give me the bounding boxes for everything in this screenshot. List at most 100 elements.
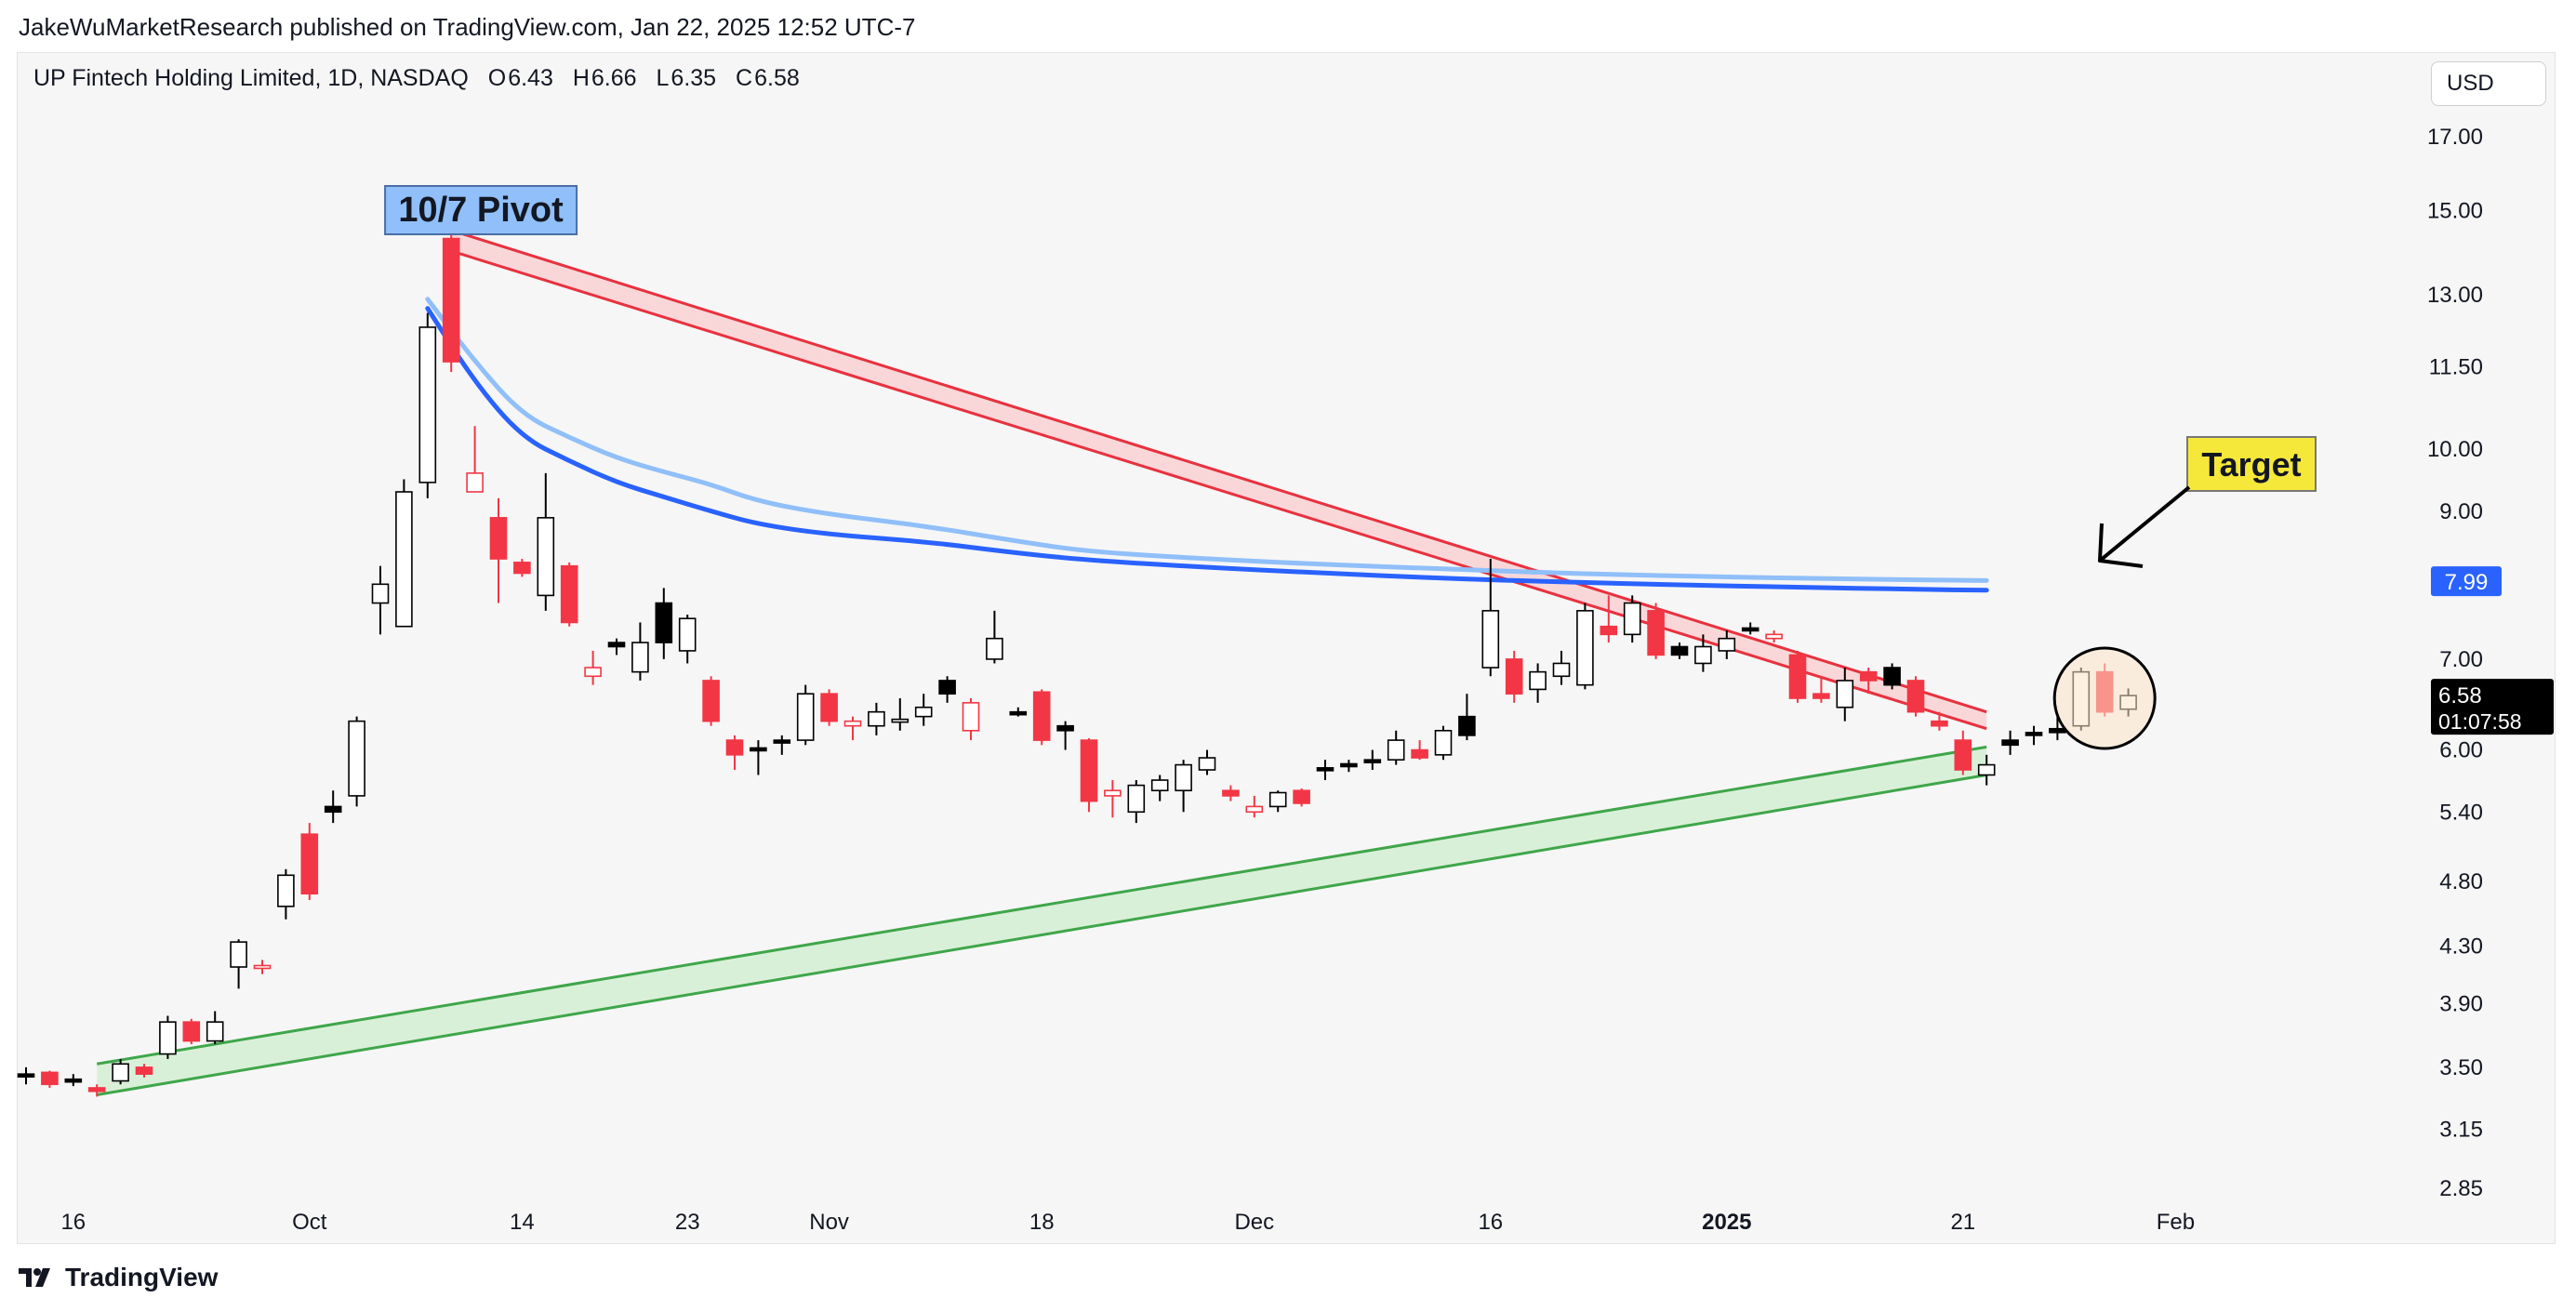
candle — [2001, 730, 2019, 755]
x-tick-label: Oct — [292, 1210, 327, 1235]
candle-body — [41, 1071, 59, 1086]
footer-brand[interactable]: TradingView — [19, 1263, 218, 1292]
candle-body — [820, 693, 838, 722]
candle-body — [1316, 767, 1334, 772]
candle — [300, 823, 319, 900]
candle-body — [1080, 739, 1098, 802]
candle — [206, 1011, 224, 1045]
candle-body — [986, 637, 1003, 660]
support-channel-upper-line — [96, 745, 1987, 1066]
candle-body — [1529, 670, 1547, 691]
candle-body — [17, 1073, 35, 1078]
candle-body — [796, 693, 815, 741]
candle-body — [489, 517, 508, 560]
candle — [1670, 642, 1689, 659]
support-channel-lower-line — [96, 774, 1987, 1097]
candle-body — [112, 1063, 129, 1082]
candle — [1150, 775, 1169, 801]
y-tick-label: 4.80 — [2439, 869, 2483, 894]
close-value: 6.58 — [754, 65, 800, 91]
candle — [1009, 707, 1028, 717]
currency-button[interactable]: USD — [2431, 61, 2546, 106]
candle — [607, 638, 626, 656]
candle — [537, 472, 555, 611]
candle-body — [1647, 610, 1665, 656]
candle — [230, 939, 247, 989]
candle — [962, 698, 980, 741]
candle — [1481, 559, 1500, 677]
candle-body — [1009, 710, 1028, 716]
x-tick-label: 21 — [1950, 1210, 1975, 1235]
tradingview-brand: TradingView — [65, 1263, 219, 1291]
x-tick-label: 14 — [510, 1210, 535, 1235]
chart-pane[interactable] — [17, 52, 2556, 1244]
candle-body — [750, 747, 767, 752]
y-tick-label: 15.00 — [2427, 198, 2483, 223]
y-tick-label: 3.50 — [2439, 1055, 2483, 1080]
candle-body — [1222, 789, 1240, 797]
candle — [1883, 663, 1901, 690]
candle — [1529, 663, 1547, 703]
candle — [1127, 780, 1146, 824]
pivot-label-text: 10/7 Pivot — [398, 191, 564, 230]
target-arrow-line — [2098, 485, 2191, 563]
candle-body — [868, 710, 885, 727]
low-label: L — [656, 65, 670, 91]
candle-body — [1434, 729, 1453, 756]
candle-body — [655, 602, 673, 643]
candle-body — [1765, 633, 1783, 640]
candle-body — [1977, 763, 1996, 776]
y-tick-label: 17.00 — [2427, 125, 2483, 150]
candle-body — [1198, 757, 1216, 771]
candle-body — [159, 1021, 177, 1055]
candle-body — [1859, 670, 1878, 682]
candle-body — [607, 642, 626, 648]
candle — [725, 735, 744, 771]
candle-body — [1127, 784, 1146, 814]
candle — [773, 735, 791, 755]
target-label-box — [2186, 436, 2317, 492]
candle — [466, 426, 484, 493]
y-tick-label: 6.00 — [2439, 738, 2483, 763]
candle-body — [230, 941, 247, 968]
candle-body — [442, 237, 460, 363]
candle-body — [1293, 789, 1310, 804]
candle-body — [418, 326, 437, 483]
candle — [348, 716, 365, 807]
candle-body — [324, 805, 342, 814]
candle-body — [1906, 680, 1925, 713]
y-tick-label: 9.00 — [2439, 499, 2483, 524]
high-label: H — [572, 65, 590, 91]
candle-body — [206, 1021, 224, 1042]
candle-body — [1883, 667, 1901, 686]
x-tick-label: Nov — [809, 1210, 849, 1235]
countdown-label: 01:07:58 — [2438, 709, 2522, 734]
candle-body — [135, 1066, 153, 1075]
candle-body — [1363, 759, 1382, 763]
candle — [1340, 760, 1358, 773]
candle-body — [1411, 748, 1428, 759]
candle — [371, 565, 390, 635]
ema-line-light — [425, 297, 1989, 583]
candle-body — [64, 1078, 83, 1083]
candle-body — [962, 702, 980, 732]
candle — [1741, 622, 1759, 635]
candle-body — [1387, 739, 1405, 761]
publish-header: JakeWuMarketResearch published on Tradin… — [19, 13, 916, 41]
candle-body — [1104, 789, 1122, 797]
candle — [324, 790, 342, 824]
candle — [1198, 749, 1216, 775]
candle — [442, 234, 460, 373]
candle — [418, 312, 437, 498]
candle-body — [1741, 627, 1759, 632]
candle-body — [584, 667, 602, 678]
last-price-label-box — [2431, 679, 2554, 735]
ema-line-dark — [425, 306, 1989, 593]
x-tick-label: Dec — [1234, 1210, 1274, 1235]
candle — [1293, 788, 1310, 807]
candle — [1812, 676, 1830, 703]
candle-body — [1576, 610, 1594, 686]
candle — [64, 1074, 83, 1087]
candle — [1576, 603, 1594, 690]
